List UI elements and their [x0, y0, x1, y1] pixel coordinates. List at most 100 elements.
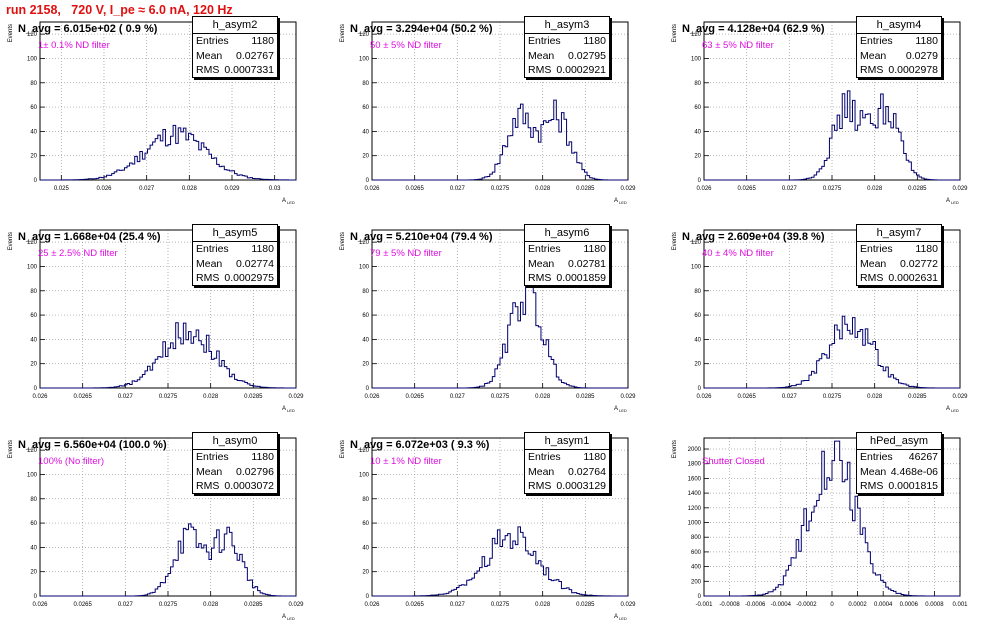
n-avg-label: N_avg = 1.668e+04 (25.4 %) [18, 231, 161, 243]
stats-value: 0.02796 [236, 465, 274, 478]
x-tick-label: -0.0006 [745, 602, 766, 608]
x-axis-title: A [946, 198, 950, 204]
y-tick-label: 200 [691, 579, 702, 585]
stats-label: Entries [528, 35, 561, 47]
y-tick-label: 100 [27, 56, 38, 62]
stats-label: RMS [528, 272, 552, 284]
stats-label: Mean [196, 465, 223, 478]
stats-row-entries: Entries 1180 [193, 34, 277, 49]
x-axis-title-sub: LED [619, 616, 627, 621]
y-tick-label: 400 [691, 565, 702, 571]
x-tick-label: 0.027 [450, 394, 466, 400]
stats-label: Mean [528, 49, 555, 62]
x-tick-label: 0.0285 [908, 186, 927, 192]
histogram-panel-h-asym5: 0.026 0.0265 0.027 0.0275 0.028 0.0285 0.029 0 2… [4, 224, 332, 424]
x-tick-label: 0.027 [782, 186, 798, 192]
stats-box: h_asym5 Entries 1180 Mean 0.02774 RMS 0.000297… [192, 224, 278, 286]
stats-row-entries: Entries 1180 [857, 242, 941, 257]
y-axis-title: Events [8, 440, 14, 458]
y-tick-label: 120 [27, 32, 38, 38]
stats-label: RMS [528, 480, 552, 492]
stats-label: Mean [860, 257, 887, 270]
y-axis-title: Events [340, 440, 346, 458]
y-tick-label: 20 [362, 362, 369, 368]
histogram-plot: 0.026 0.0265 0.027 0.0275 0.028 0.0285 0.029 0 2… [340, 21, 636, 205]
x-tick-label: 0.025 [54, 186, 70, 192]
x-tick-label: 0.026 [696, 186, 712, 192]
stats-value: 1180 [583, 35, 606, 47]
y-tick-label: 80 [30, 81, 37, 87]
filter-annotation: 25 ± 2.5% ND filter [38, 248, 118, 259]
n-avg-label: N_avg = 4.128e+04 (62.9 %) [682, 23, 825, 35]
x-tick-label: -0.001 [695, 602, 713, 608]
histogram-panel-h-asym2: 0.025 0.026 0.027 0.028 0.029 0.03 0 20 40 60 80 10… [4, 16, 332, 216]
stats-box-title: h_asym0 [193, 433, 277, 450]
x-axis-title: A [282, 614, 286, 620]
x-tick-label: 0.0265 [73, 602, 92, 608]
x-tick-label: -0.0002 [796, 602, 817, 608]
histogram-plot: 0.026 0.0265 0.027 0.0275 0.028 0.0285 0.029 0 2… [8, 229, 304, 413]
x-tick-label: -0.0008 [719, 602, 740, 608]
y-tick-label: 0 [698, 594, 702, 600]
stats-box: h_asym6 Entries 1180 Mean 0.02781 RMS 0.000185… [524, 224, 610, 286]
stats-label: RMS [860, 480, 884, 492]
x-tick-label: 0.0285 [244, 602, 263, 608]
histogram-plot: -0.001 -0.0008 -0.0006 -0.0004 -0.0002 0 0.000… [672, 437, 968, 608]
stats-value: 0.02764 [568, 465, 606, 478]
stats-box: h_asym3 Entries 1180 Mean 0.02795 RMS 0.000292… [524, 16, 610, 78]
x-axis-title: A [614, 614, 618, 620]
x-tick-label: 0.0008 [925, 602, 944, 608]
y-tick-label: 0 [34, 386, 38, 392]
stats-label: Entries [528, 451, 561, 463]
y-tick-label: 1600 [688, 476, 702, 482]
y-tick-label: 1000 [688, 521, 702, 527]
x-tick-label: 0.0275 [491, 186, 510, 192]
n-avg-label: N_avg = 6.015e+02 ( 0.9 %) [18, 23, 158, 35]
x-tick-label: 0.028 [535, 394, 551, 400]
y-tick-label: 40 [362, 129, 369, 135]
stats-value: 0.02795 [568, 49, 606, 62]
x-tick-label: 0.029 [288, 394, 304, 400]
y-tick-label: 60 [362, 105, 369, 111]
x-tick-label: 0.03 [269, 186, 281, 192]
y-tick-label: 80 [694, 289, 701, 295]
histogram-plot: 0.026 0.0265 0.027 0.0275 0.028 0.0285 0.029 0 2… [8, 437, 304, 621]
stats-label: Mean [860, 465, 887, 478]
y-tick-label: 60 [362, 521, 369, 527]
y-tick-label: 60 [30, 521, 37, 527]
n-avg-label: N_avg = 3.294e+04 (50.2 %) [350, 23, 493, 35]
y-tick-label: 80 [362, 497, 369, 503]
x-tick-label: 0.029 [620, 186, 636, 192]
filter-annotation: 79 ± 5% ND filter [370, 248, 442, 259]
y-tick-label: 120 [691, 32, 702, 38]
stats-box-title: h_asym6 [525, 225, 609, 242]
y-tick-label: 80 [30, 497, 37, 503]
x-tick-label: 0.029 [224, 186, 240, 192]
histogram-panel-h-asym1: 0.026 0.0265 0.027 0.0275 0.028 0.0285 0.029 0 2… [336, 432, 664, 632]
stats-row-entries: Entries 1180 [857, 34, 941, 49]
histogram-series [40, 322, 296, 389]
x-tick-label: 0.0265 [405, 186, 424, 192]
filter-annotation: 1± 0.1% ND filter [38, 40, 110, 51]
stats-value: 1180 [915, 35, 938, 47]
stats-row-rms: RMS 0.0002921 [525, 63, 609, 78]
x-tick-label: 0.028 [182, 186, 198, 192]
stats-value: 0.02767 [236, 49, 274, 62]
stats-box-title: h_asym7 [857, 225, 941, 242]
stats-value: 1180 [251, 35, 274, 47]
filter-annotation: 100% (No filter) [38, 456, 104, 467]
y-tick-label: 100 [691, 56, 702, 62]
x-tick-label: 0.029 [952, 394, 968, 400]
x-tick-label: 0.0275 [823, 186, 842, 192]
stats-row-mean: Mean 0.02764 [525, 465, 609, 480]
plot-frame [39, 21, 297, 181]
stats-box: h_asym0 Entries 1180 Mean 0.02796 RMS 0.000307… [192, 432, 278, 494]
x-tick-label: 0.026 [32, 602, 48, 608]
stats-value: 46267 [908, 451, 938, 463]
y-tick-label: 20 [30, 570, 37, 576]
y-tick-label: 0 [34, 594, 38, 600]
stats-label: RMS [528, 64, 552, 76]
y-tick-label: 40 [362, 337, 369, 343]
y-tick-label: 40 [30, 337, 37, 343]
stats-value: 0.02774 [236, 257, 274, 270]
